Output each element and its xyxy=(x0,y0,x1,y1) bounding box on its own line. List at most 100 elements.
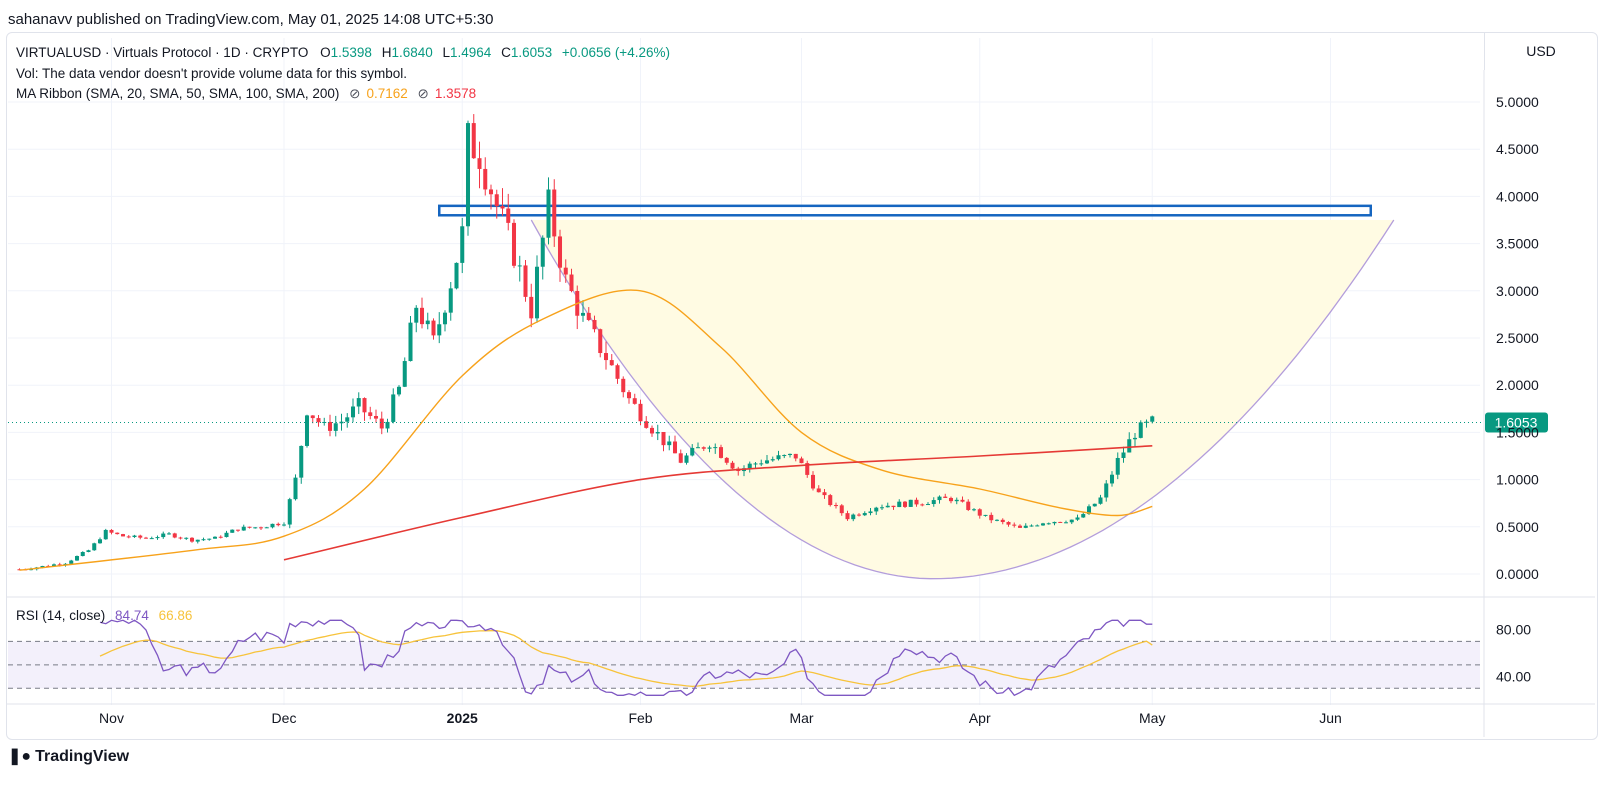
candle-body xyxy=(132,535,137,538)
candle-body xyxy=(1098,497,1103,504)
tradingview-logo[interactable]: ❚● TradingView xyxy=(8,746,129,766)
candle-body xyxy=(1046,523,1051,525)
candle-body xyxy=(753,463,758,465)
candle-body xyxy=(230,529,235,533)
candle-body xyxy=(477,158,482,169)
candle-body xyxy=(718,447,724,458)
publisher-bar: sahanavv published on TradingView.com, M… xyxy=(0,0,1600,38)
price-tick-label: 4.0000 xyxy=(1496,188,1539,204)
candle-body xyxy=(304,415,310,446)
candle-body xyxy=(460,226,465,263)
time-tick-label: Feb xyxy=(628,710,652,726)
close-value: 1.6053 xyxy=(510,45,553,60)
candle-body xyxy=(1052,521,1057,524)
candle-body xyxy=(603,353,609,361)
candle-body xyxy=(816,488,821,493)
candle-body xyxy=(1040,523,1046,526)
candle-body xyxy=(138,535,143,538)
candle-body xyxy=(408,322,413,362)
candle-body xyxy=(1023,525,1028,528)
candle-body xyxy=(92,543,97,551)
candle-body xyxy=(822,492,827,496)
price-tick-label: 3.0000 xyxy=(1496,283,1539,299)
candle-body xyxy=(149,538,154,540)
eye-off-icon[interactable]: ⊘ xyxy=(349,86,361,101)
candle-body xyxy=(299,445,304,478)
candle-body xyxy=(902,501,908,507)
candle-body xyxy=(356,398,361,407)
candle-body xyxy=(310,415,315,419)
candle-body xyxy=(40,565,45,568)
rsi-ma-line xyxy=(99,630,1153,688)
candle-body xyxy=(161,533,166,538)
candle-body xyxy=(494,194,499,207)
sma-20-line xyxy=(19,289,1153,571)
candle-body xyxy=(425,320,430,325)
candle-body xyxy=(879,507,885,509)
candle-body xyxy=(661,432,666,446)
symbol-legend: VIRTUALUSD · Virtuals Protocol · 1D · CR… xyxy=(16,45,670,60)
resistance-zone xyxy=(438,204,1372,217)
candle-body xyxy=(69,560,74,564)
rsi-line xyxy=(99,619,1153,697)
candle-body xyxy=(189,537,195,542)
candle-body xyxy=(103,529,108,540)
candle-body xyxy=(638,403,643,422)
price-tick-label: 4.5000 xyxy=(1496,141,1539,157)
candle-body xyxy=(960,499,965,502)
candle-body xyxy=(1075,517,1080,520)
high-value: 1.6840 xyxy=(391,45,433,60)
candle-body xyxy=(207,538,212,540)
price-tick-label: 2.0000 xyxy=(1496,377,1539,393)
candle-body xyxy=(684,455,689,463)
currency-label[interactable]: USD xyxy=(1484,32,1597,70)
candle-body xyxy=(74,556,80,561)
candle-body xyxy=(109,529,114,533)
candle-body xyxy=(184,537,189,539)
candle-body xyxy=(437,324,442,336)
low-label: L xyxy=(442,45,451,60)
candle-body xyxy=(1092,503,1097,507)
price-tick-label: 5.0000 xyxy=(1496,94,1539,110)
candle-body xyxy=(546,189,551,238)
rsi-label: RSI (14, close) xyxy=(16,608,106,623)
candle-body xyxy=(856,514,862,516)
candle-body xyxy=(632,398,637,404)
candle-body xyxy=(166,533,172,535)
candle-body xyxy=(1115,457,1120,475)
candle-body xyxy=(874,507,879,512)
candle-body xyxy=(1104,483,1109,498)
candle-body xyxy=(994,519,1000,521)
eye-off-icon[interactable]: ⊘ xyxy=(417,86,429,101)
candle-body xyxy=(1081,514,1086,518)
candle-body xyxy=(178,537,183,539)
candle-body xyxy=(224,532,229,538)
candle-body xyxy=(943,496,948,498)
candle-body xyxy=(569,274,574,291)
candle-body xyxy=(396,386,402,395)
price-tick-label: 1.5000 xyxy=(1496,424,1539,440)
candle-body xyxy=(1121,452,1126,458)
ma-value-1: 0.7162 xyxy=(366,86,408,101)
candle-body xyxy=(552,189,557,237)
candle-body xyxy=(270,523,275,528)
time-tick-label: 2025 xyxy=(447,710,478,726)
candle-body xyxy=(678,453,683,463)
candle-body xyxy=(615,365,620,379)
candle-body xyxy=(235,529,241,531)
candle-body xyxy=(1058,521,1063,523)
ma-ribbon-legend[interactable]: MA Ribbon (SMA, 20, SMA, 50, SMA, 100, S… xyxy=(16,86,476,102)
last-price-badge xyxy=(1485,412,1548,433)
candle-body xyxy=(465,123,471,227)
candle-body xyxy=(419,307,425,325)
candle-body xyxy=(701,447,706,449)
candle-body xyxy=(1063,522,1069,524)
candle-body xyxy=(1029,525,1034,527)
candle-body xyxy=(115,532,120,535)
candle-body xyxy=(1127,439,1132,453)
candle-body xyxy=(276,523,281,526)
candle-body xyxy=(730,462,735,469)
candle-body xyxy=(1150,416,1155,422)
cup-fill xyxy=(531,220,1394,579)
